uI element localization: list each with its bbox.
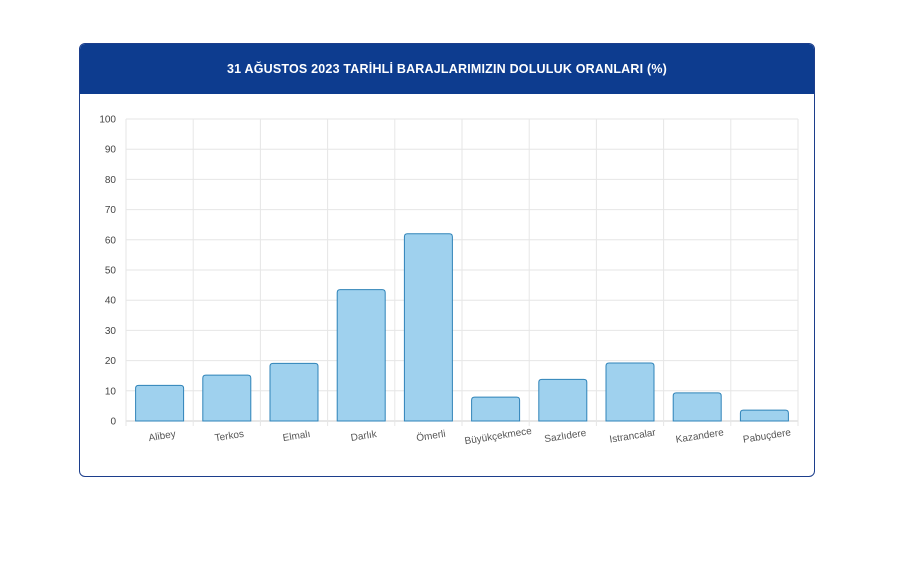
- y-tick-label: 10: [105, 386, 117, 397]
- y-tick-label: 20: [105, 356, 117, 367]
- x-tick-label: Darlık: [350, 429, 379, 444]
- y-tick-label: 90: [105, 145, 117, 156]
- y-tick-label: 0: [110, 417, 116, 428]
- x-tick-label: Pabuçdere: [742, 427, 792, 445]
- bar-elmalı[interactable]: [269, 362, 319, 422]
- x-tick-label: Sazlıdere: [544, 428, 588, 446]
- bar-alibey[interactable]: [135, 384, 185, 422]
- bar-büyükçekmece[interactable]: [471, 396, 521, 422]
- bar-istrancalar[interactable]: [605, 362, 655, 422]
- bar-pabuçdere[interactable]: [739, 409, 789, 422]
- y-axis-ticks: 0 10 20 30 40 50 60 70 80 90 100: [99, 115, 116, 428]
- bar-darlık[interactable]: [336, 289, 386, 422]
- x-tick-label: Büyükçekmece: [464, 426, 533, 448]
- y-tick-label: 70: [105, 205, 117, 216]
- x-tick-label: Alibey: [148, 429, 177, 444]
- y-tick-label: 40: [105, 296, 117, 307]
- bar-kazandere[interactable]: [672, 392, 722, 422]
- bar-sazlıdere[interactable]: [538, 378, 588, 422]
- y-tick-label: 60: [105, 235, 117, 246]
- x-tick-label: Terkos: [214, 429, 245, 444]
- bar-terkos[interactable]: [202, 374, 252, 422]
- x-tick-label: Istrancalar: [609, 427, 657, 445]
- x-tick-label: Kazandere: [675, 427, 725, 445]
- chart-title: 31 AĞUSTOS 2023 TARİHLİ BARAJLARIMIZIN D…: [80, 44, 814, 94]
- x-tick-label: Elmalı: [282, 429, 311, 444]
- y-tick-label: 50: [105, 266, 117, 277]
- x-axis-labels: Alibey Terkos Elmalı Darlık Ömerli Büyükçekme…: [148, 426, 792, 448]
- bar-ömerli[interactable]: [403, 233, 453, 422]
- y-tick-label: 80: [105, 175, 117, 186]
- bars: [135, 233, 789, 422]
- y-tick-label: 30: [105, 326, 117, 337]
- y-tick-label: 100: [99, 115, 116, 126]
- x-tick-label: Ömerli: [415, 428, 446, 444]
